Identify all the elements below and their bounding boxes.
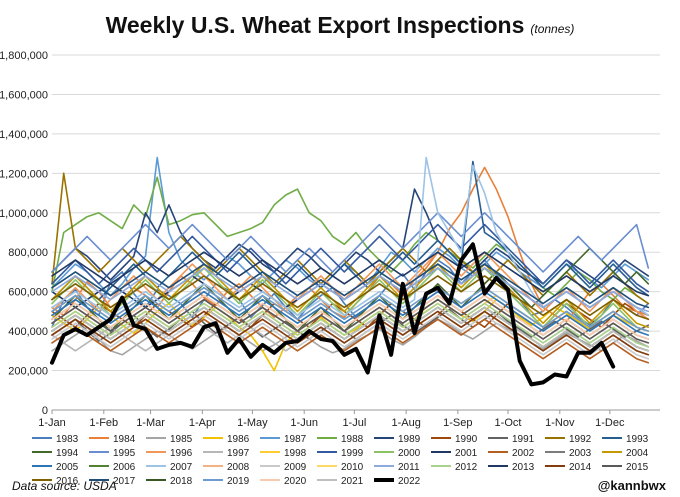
series-line-1985 [51,318,650,356]
legend-label-2011: 2011 [398,462,420,473]
x-tick-label: 1-Sep [443,417,472,429]
legend-label-2013: 2013 [512,462,535,473]
legend-label-2001: 2001 [455,448,478,459]
series-line-2022 [50,242,616,387]
series-line-2000 [51,267,650,332]
data-source-note: Data source: USDA [12,479,117,493]
legend-label-2000: 2000 [398,448,421,459]
legend-label-2021: 2021 [341,476,364,487]
series-line-2017 [51,263,650,309]
legend-label-2014: 2014 [569,462,592,473]
chart-subtitle: (tonnes) [530,22,575,36]
legend-label-2004: 2004 [626,448,649,459]
y-tick-label: 1,600,000 [0,89,48,101]
legend-label-1984: 1984 [113,434,136,445]
legend-label-2010: 2010 [341,462,364,473]
legend-label-1987: 1987 [284,434,307,445]
legend-label-2020: 2020 [284,476,307,487]
legend-label-1983: 1983 [56,434,79,445]
x-tick-label: 1-Mar [136,417,165,429]
legend-label-1994: 1994 [56,448,79,459]
legend-label-1995: 1995 [113,448,136,459]
legend-label-1992: 1992 [569,434,592,445]
y-tick-label: 1,800,000 [0,50,48,62]
series-line-2012 [51,302,650,348]
y-tick-label: 200,000 [8,366,48,378]
legend-label-1986: 1986 [227,434,250,445]
legend-label-2009: 2009 [284,462,307,473]
legend-label-1998: 1998 [284,448,307,459]
series-line-2011 [51,267,650,313]
legend-label-2008: 2008 [227,462,250,473]
x-tick-label: 1-Aug [391,417,420,429]
y-tick-label: 400,000 [8,326,48,338]
legend-label-2012: 2012 [455,462,478,473]
author-handle: @kannbwx [597,478,666,493]
series-line-2009 [51,314,650,360]
chart-title: Weekly U.S. Wheat Export Inspections [105,12,525,38]
legend-label-2016: 2016 [56,476,79,487]
series-line-2019 [51,286,650,332]
legend-label-1989: 1989 [398,434,421,445]
legend-label-1997: 1997 [227,448,250,459]
legend-label-2007: 2007 [170,462,193,473]
series-line-2021 [51,306,650,352]
legend-label-2022: 2022 [398,476,421,487]
legend-label-2019: 2019 [227,476,250,487]
y-tick-label: 1,200,000 [0,168,48,180]
series-line-1988 [51,176,650,305]
series-line-2020 [51,294,650,340]
series-lines [50,156,650,387]
series-line-1999 [51,223,650,293]
x-tick-label: 1-Jun [290,417,318,429]
legend-label-2003: 2003 [569,448,592,459]
legend-label-2015: 2015 [626,462,649,473]
series-line-2016 [51,275,650,321]
x-tick-label: 1-Apr [189,417,216,429]
legend-label-1999: 1999 [341,448,364,459]
x-axis: 1-Jan 1-Feb 1-Mar 1-Apr 1-May 1-Jun 1-Jul 1-Aug… [38,409,660,429]
y-tick-label: 600,000 [8,287,48,299]
legend: 1983 1984 1985 1986 1987 1988 1989 1990 1991 1992… [32,434,649,487]
series-line-2013 [51,251,650,297]
legend-label-1985: 1985 [170,434,193,445]
legend-label-1996: 1996 [170,448,193,459]
y-tick-label: 1,400,000 [0,129,48,141]
legend-label-2018: 2018 [170,476,193,487]
series-line-2005 [51,290,650,336]
legend-label-2017: 2017 [113,476,136,487]
x-tick-label: 1-Feb [89,417,118,429]
legend-label-2006: 2006 [113,462,136,473]
series-line-2004 [51,263,650,329]
x-tick-label: 1-Dec [595,417,625,429]
series-line-2002 [51,318,650,364]
y-tick-label: 800,000 [8,247,48,259]
x-tick-label: 1-Jan [38,417,66,429]
series-line-1996 [51,251,650,321]
x-tick-label: 1-Nov [545,417,575,429]
series-line-1995 [51,212,650,273]
y-axis-ticks: 0 200,000 400,000 600,000 800,000 1,000,000 1,… [0,50,48,417]
x-tick-label: 1-Jul [342,417,366,429]
x-tick-label: 1-Oct [495,417,522,429]
chart-title-block: Weekly U.S. Wheat Export Inspections (ton… [0,12,680,39]
y-tick-label: 1,000,000 [0,208,48,220]
legend-label-1990: 1990 [455,434,478,445]
x-tick-label: 1-May [237,417,268,429]
legend-label-1988: 1988 [341,434,364,445]
series-line-2015 [51,298,650,344]
series-line-1994 [51,247,650,332]
legend-label-1993: 1993 [626,434,649,445]
legend-label-2005: 2005 [56,462,79,473]
legend-label-1991: 1991 [512,434,535,445]
legend-label-2002: 2002 [512,448,535,459]
y-tick-label: 0 [42,405,48,417]
series-line-2014 [51,310,650,356]
